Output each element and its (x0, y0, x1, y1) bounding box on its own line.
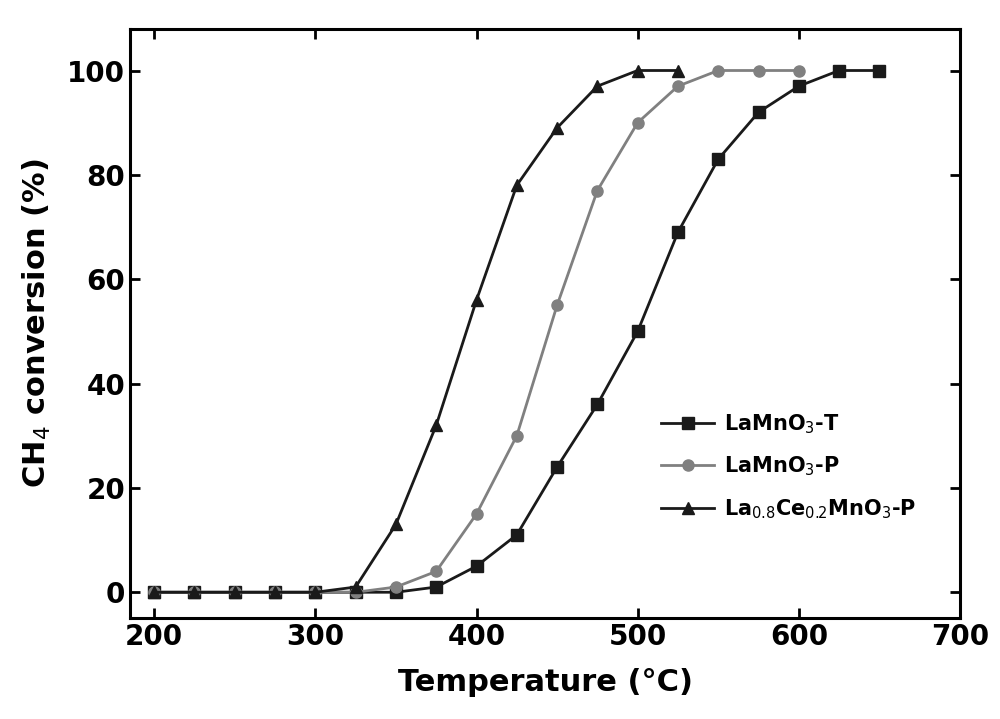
LaMnO$_3$-P (712, 66, 724, 75)
LaMnO$_3$-P (511, 431, 523, 440)
LaMnO$_3$-T (188, 588, 200, 597)
LaMnO$_3$-T (148, 588, 160, 597)
LaMnO$_3$-T (269, 588, 281, 597)
LaMnO$_3$-T (632, 327, 644, 336)
LaMnO$_3$-T (390, 588, 402, 597)
LaMnO$_3$-T (471, 562, 483, 570)
La$_{0.8}$Ce$_{0.2}$MnO$_3$-P (551, 124, 563, 132)
LaMnO$_3$-P (309, 588, 321, 597)
LaMnO$_3$-T (309, 588, 321, 597)
La$_{0.8}$Ce$_{0.2}$MnO$_3$-P (350, 582, 362, 591)
LaMnO$_3$-P (591, 186, 603, 195)
La$_{0.8}$Ce$_{0.2}$MnO$_3$-P (309, 588, 321, 597)
LaMnO$_3$-T (793, 82, 805, 91)
X-axis label: Temperature (°C): Temperature (°C) (398, 668, 692, 697)
LaMnO$_3$-P (632, 119, 644, 127)
Line: LaMnO$_3$-T: LaMnO$_3$-T (149, 65, 885, 597)
Legend: LaMnO$_3$-T, LaMnO$_3$-P, La$_{0.8}$Ce$_{0.2}$MnO$_3$-P: LaMnO$_3$-T, LaMnO$_3$-P, La$_{0.8}$Ce$_… (645, 395, 933, 537)
La$_{0.8}$Ce$_{0.2}$MnO$_3$-P (430, 421, 442, 430)
LaMnO$_3$-P (188, 588, 200, 597)
LaMnO$_3$-T (430, 582, 442, 591)
LaMnO$_3$-P (148, 588, 160, 597)
Y-axis label: CH$_4$ conversion (%): CH$_4$ conversion (%) (21, 159, 53, 488)
LaMnO$_3$-T (551, 463, 563, 472)
LaMnO$_3$-P (269, 588, 281, 597)
LaMnO$_3$-T (833, 66, 845, 75)
LaMnO$_3$-T (672, 228, 684, 237)
LaMnO$_3$-T (229, 588, 241, 597)
LaMnO$_3$-P (229, 588, 241, 597)
La$_{0.8}$Ce$_{0.2}$MnO$_3$-P (188, 588, 200, 597)
LaMnO$_3$-T (511, 531, 523, 539)
Line: LaMnO$_3$-P: LaMnO$_3$-P (149, 65, 804, 597)
LaMnO$_3$-P (672, 82, 684, 91)
La$_{0.8}$Ce$_{0.2}$MnO$_3$-P (471, 296, 483, 304)
LaMnO$_3$-T (753, 108, 765, 116)
La$_{0.8}$Ce$_{0.2}$MnO$_3$-P (148, 588, 160, 597)
LaMnO$_3$-P (793, 66, 805, 75)
LaMnO$_3$-T (591, 400, 603, 408)
LaMnO$_3$-T (712, 155, 724, 163)
La$_{0.8}$Ce$_{0.2}$MnO$_3$-P (511, 181, 523, 190)
La$_{0.8}$Ce$_{0.2}$MnO$_3$-P (672, 66, 684, 75)
LaMnO$_3$-P (350, 588, 362, 597)
La$_{0.8}$Ce$_{0.2}$MnO$_3$-P (591, 82, 603, 91)
LaMnO$_3$-P (753, 66, 765, 75)
LaMnO$_3$-P (551, 301, 563, 310)
LaMnO$_3$-P (390, 582, 402, 591)
La$_{0.8}$Ce$_{0.2}$MnO$_3$-P (269, 588, 281, 597)
LaMnO$_3$-P (430, 567, 442, 576)
LaMnO$_3$-T (873, 66, 885, 75)
La$_{0.8}$Ce$_{0.2}$MnO$_3$-P (390, 520, 402, 528)
La$_{0.8}$Ce$_{0.2}$MnO$_3$-P (632, 66, 644, 75)
La$_{0.8}$Ce$_{0.2}$MnO$_3$-P (229, 588, 241, 597)
LaMnO$_3$-P (471, 510, 483, 518)
Line: La$_{0.8}$Ce$_{0.2}$MnO$_3$-P: La$_{0.8}$Ce$_{0.2}$MnO$_3$-P (149, 65, 684, 597)
LaMnO$_3$-T (350, 588, 362, 597)
